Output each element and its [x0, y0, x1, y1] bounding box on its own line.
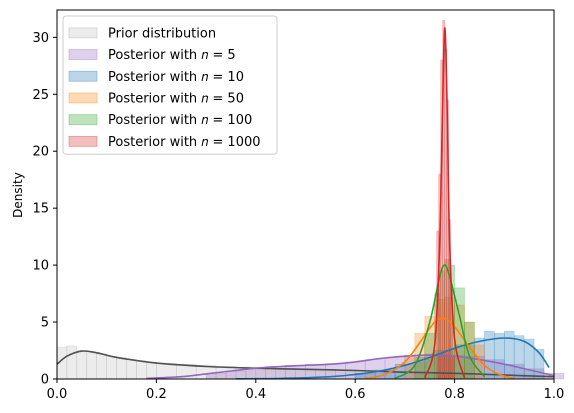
series-4-kde-line	[394, 264, 486, 380]
axes-frame	[56, 9, 555, 380]
histogram-bar	[513, 335, 525, 380]
y-tick-label: 10	[32, 259, 49, 274]
histogram-bar	[285, 364, 306, 380]
histogram-bar	[96, 353, 108, 380]
legend-swatch	[68, 92, 98, 104]
x-tick-label: 0.8	[444, 387, 465, 402]
histogram-bar	[106, 355, 117, 380]
histogram-bar	[66, 345, 78, 380]
x-tick-label: 0.2	[146, 387, 167, 402]
y-tick-label: 20	[32, 145, 49, 160]
legend-swatch	[68, 27, 98, 39]
histogram-bar	[86, 352, 98, 380]
legend-frame	[62, 15, 278, 155]
y-tick-label: 30	[32, 31, 49, 46]
histogram-bar	[76, 350, 88, 380]
series-0-kde-line	[56, 350, 555, 378]
histogram-bar	[116, 357, 127, 380]
series-2-kde-line	[235, 337, 550, 380]
y-tick-label: 5	[41, 316, 49, 331]
x-tick-label: 1.0	[544, 387, 565, 402]
series-1-kde-line	[146, 354, 555, 380]
plot-area	[56, 19, 565, 380]
y-tick-label: 15	[32, 202, 49, 217]
legend-label: Prior distribution	[108, 26, 216, 41]
y-tick-label: 0	[41, 373, 49, 388]
x-tick-label: 0.4	[245, 387, 266, 402]
histogram-bar	[452, 355, 455, 380]
series-3-kde-line	[364, 317, 515, 380]
legend-swatch	[68, 114, 98, 126]
y-tick-label: 25	[32, 88, 49, 103]
legend: Prior distribution Posterior with 𝑛 = 5 Po…	[62, 15, 278, 155]
series-5-kde-line	[424, 27, 466, 379]
histogram-bar	[146, 361, 157, 380]
legend-swatch	[68, 135, 98, 147]
legend-label: Posterior with 𝑛 = 50	[108, 91, 244, 106]
legend-label: Posterior with 𝑛 = 1000	[108, 135, 261, 150]
axes: 0.0 0.2 0.4 0.6 0.8 1.0 0 5 10 15 20 25 30	[32, 31, 564, 402]
legend-swatch	[68, 70, 98, 82]
y-axis-label: Density	[11, 172, 25, 218]
histogram-bar	[225, 370, 247, 380]
legend-label: Posterior with 𝑛 = 100	[108, 113, 252, 128]
legend-swatch	[68, 49, 98, 60]
legend-label: Posterior with 𝑛 = 5	[108, 48, 236, 63]
histogram-bar	[126, 359, 137, 380]
histogram-bar	[136, 360, 147, 380]
x-tick-label: 0.6	[345, 387, 366, 402]
legend-label: Posterior with 𝑛 = 10	[108, 70, 244, 85]
x-tick-label: 0.0	[47, 387, 68, 402]
histogram-bar	[414, 361, 425, 380]
histogram-bar	[245, 368, 267, 380]
